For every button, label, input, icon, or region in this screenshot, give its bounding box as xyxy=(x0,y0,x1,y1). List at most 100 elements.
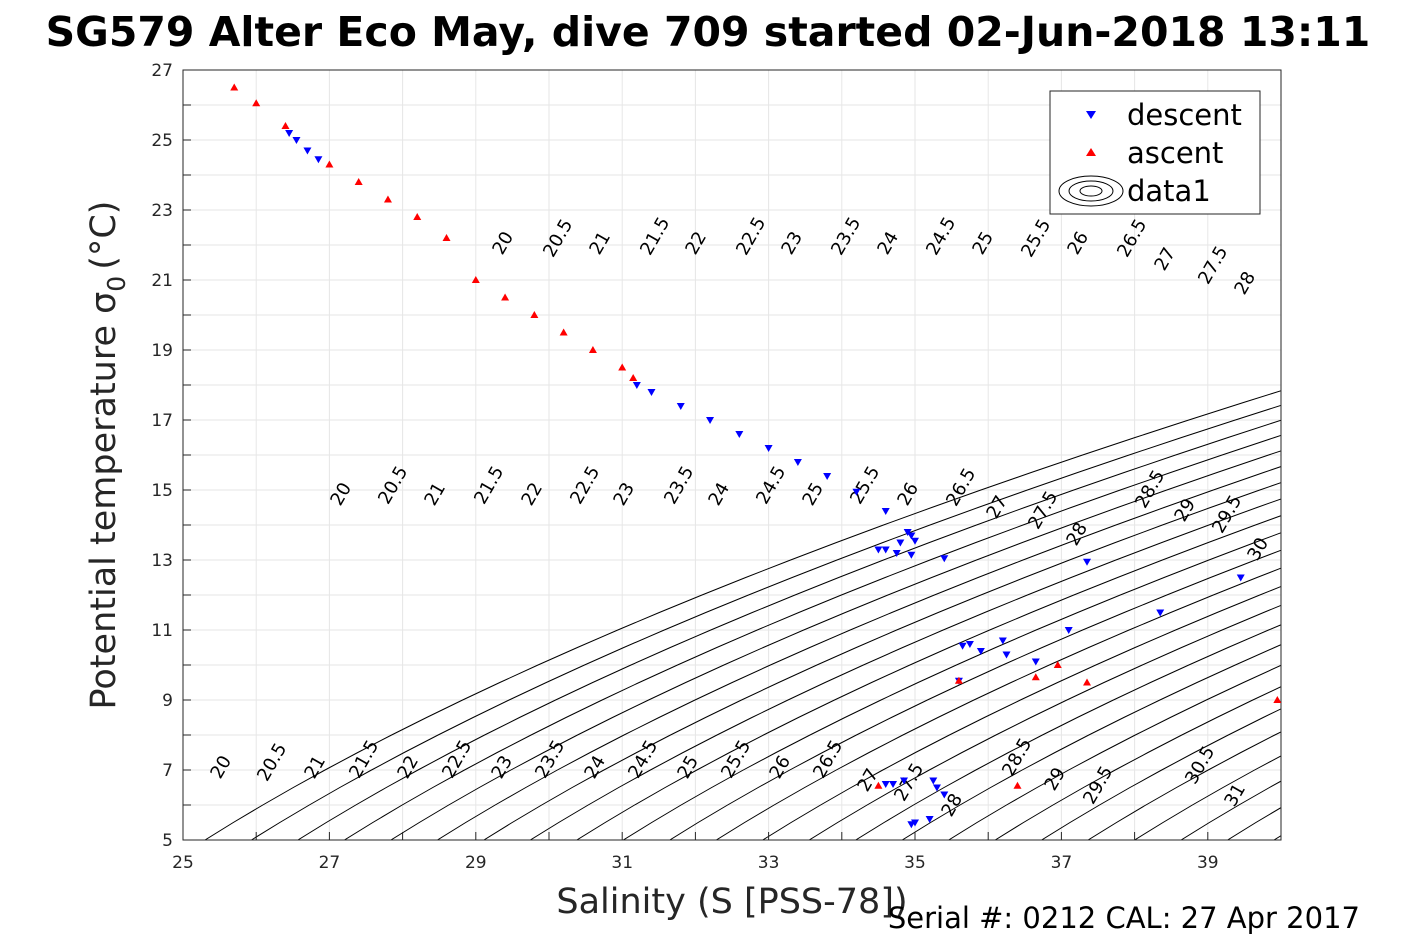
density-contour-line xyxy=(994,686,1281,840)
ascent-point xyxy=(530,311,539,318)
y-tick-label: 23 xyxy=(151,201,173,221)
descent-point xyxy=(896,539,905,547)
descent-point xyxy=(998,637,1007,645)
descent-point xyxy=(889,781,898,788)
descent-point xyxy=(303,147,312,155)
density-contour-line xyxy=(901,644,1281,840)
density-contour-line xyxy=(808,604,1281,840)
descent-point xyxy=(932,784,941,792)
descent-point xyxy=(907,821,916,829)
descent-point xyxy=(1083,558,1092,566)
descent-point xyxy=(881,508,890,515)
descent-point xyxy=(1064,627,1073,634)
density-contour-line xyxy=(483,482,1281,840)
density-contour-line xyxy=(855,624,1281,840)
ascent-point xyxy=(874,781,883,789)
y-axis-label: Potential temperature σ0 (°C) xyxy=(84,201,131,710)
y-tick-label: 19 xyxy=(151,341,173,361)
descent-point xyxy=(911,537,919,545)
ascent-point xyxy=(471,276,480,283)
density-contour-line xyxy=(344,434,1281,840)
descent-point xyxy=(940,791,949,799)
ascent-point xyxy=(588,346,597,353)
descent-point xyxy=(823,473,832,480)
descent-point xyxy=(907,551,916,559)
descent-point xyxy=(793,459,802,466)
serial-cal-note: Serial #: 0212 CAL: 27 Apr 2017 xyxy=(888,901,1360,935)
descent-point xyxy=(925,816,934,823)
descent-point xyxy=(1031,658,1040,666)
density-contour-line xyxy=(390,450,1281,840)
density-contour-line xyxy=(1273,835,1281,840)
legend: descent ascent data1 xyxy=(1049,90,1261,215)
descent-point xyxy=(892,550,901,557)
density-contour-line xyxy=(669,549,1281,840)
ascent-point xyxy=(354,178,363,185)
x-axis-label: Salinity (S [PSS-78]) xyxy=(556,882,907,922)
y-axis-label-subscript: 0 xyxy=(102,276,131,292)
data-points xyxy=(230,83,1281,829)
density-contour-line xyxy=(948,664,1281,840)
descent-point xyxy=(632,382,641,389)
ascent-point xyxy=(230,83,239,91)
descent-point xyxy=(764,445,773,452)
ascent-point xyxy=(281,122,290,129)
legend-ascent-marker xyxy=(1086,148,1096,156)
descent-point xyxy=(1002,651,1011,659)
y-tick-label: 15 xyxy=(151,481,173,501)
density-contour-line xyxy=(576,515,1281,840)
density-contour-line xyxy=(762,585,1281,840)
ascent-point xyxy=(559,328,568,336)
x-axis-ticks: 25 27 29 31 33 35 37 39 xyxy=(172,832,1282,873)
y-axis-label-unit: (°C) xyxy=(84,201,124,270)
density-contour-line xyxy=(1041,708,1281,840)
descent-point xyxy=(881,781,890,788)
ascent-point xyxy=(618,363,627,371)
y-tick-label: 17 xyxy=(151,411,173,431)
density-contour-line xyxy=(623,532,1281,840)
y-tick-label: 11 xyxy=(151,621,173,641)
y-tick-label: 13 xyxy=(151,551,173,571)
density-contours xyxy=(204,390,1281,840)
descent-point xyxy=(706,417,715,424)
x-tick-label: 35 xyxy=(904,853,926,873)
descent-point xyxy=(874,546,883,554)
y-tick-label: 7 xyxy=(162,761,173,781)
x-tick-label: 25 xyxy=(172,853,194,873)
x-tick-label: 37 xyxy=(1051,853,1073,873)
ascent-point xyxy=(501,293,510,301)
descent-point xyxy=(314,156,323,164)
legend-descent-label: descent xyxy=(1127,98,1242,132)
descent-point xyxy=(735,431,744,438)
descent-point xyxy=(881,546,890,554)
descent-point xyxy=(940,555,949,563)
x-tick-label: 31 xyxy=(611,853,633,873)
x-tick-label: 27 xyxy=(319,853,341,873)
ascent-point xyxy=(1031,673,1040,681)
descent-point xyxy=(285,130,294,137)
descent-point xyxy=(647,389,656,396)
descent-point xyxy=(929,777,938,785)
ascent-point xyxy=(442,234,451,241)
y-tick-label: 21 xyxy=(151,271,173,291)
y-tick-label: 25 xyxy=(151,131,173,151)
descent-point xyxy=(907,532,916,540)
descent-point xyxy=(1236,574,1245,582)
descent-point xyxy=(676,403,685,410)
descent-point xyxy=(976,648,985,655)
chart-title: SG579 Alter Eco May, dive 709 started 02… xyxy=(46,8,1371,56)
descent-point xyxy=(958,642,967,650)
ascent-point xyxy=(1053,661,1062,668)
legend-ascent-label: ascent xyxy=(1127,136,1223,170)
density-contour-line xyxy=(716,567,1281,840)
density-contour-line xyxy=(297,419,1281,840)
y-tick-label: 27 xyxy=(151,61,173,81)
density-contour-line xyxy=(204,390,1281,840)
y-axis-label-main: Potential temperature σ xyxy=(84,292,124,710)
x-tick-label: 39 xyxy=(1197,853,1219,873)
legend-descent-marker xyxy=(1086,111,1096,119)
density-contour-line xyxy=(530,498,1281,840)
ascent-point xyxy=(1083,678,1092,686)
x-tick-label: 29 xyxy=(465,853,487,873)
